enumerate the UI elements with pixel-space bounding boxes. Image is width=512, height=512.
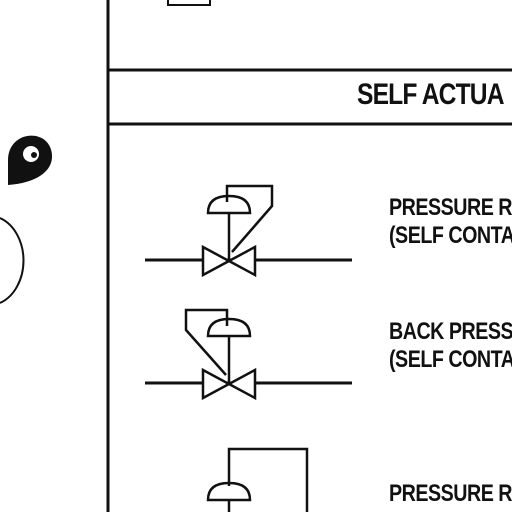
section-title: SELF ACTUA (357, 78, 505, 111)
pressure-regulator-symbol (145, 184, 352, 278)
symbol-label-line1: BACK PRESS (389, 318, 512, 345)
symbol-label-line1: PRESSURE R (389, 480, 512, 507)
section-title-box (106, 68, 512, 126)
top-symbol-fragment (167, 0, 211, 6)
back-pressure-regulator-symbol (145, 308, 352, 401)
symbol-label-line2: (SELF CONTA (389, 222, 512, 249)
pressure-regulator-symbol-partial (206, 447, 309, 512)
symbol-label-line1: PRESSURE R (389, 194, 512, 221)
symbol-label-line2: (SELF CONTA (389, 346, 512, 373)
partial-circle (0, 217, 25, 304)
map-pin-icon (8, 135, 53, 185)
